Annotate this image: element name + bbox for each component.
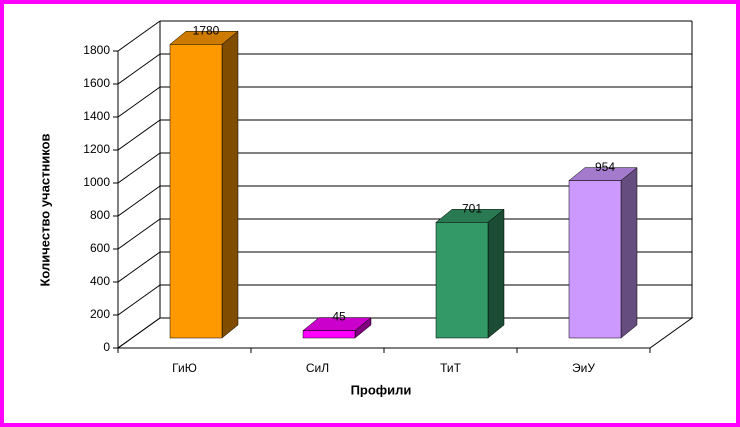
value-label: 45 bbox=[332, 310, 346, 324]
bar-side bbox=[620, 167, 638, 339]
bar bbox=[169, 44, 223, 339]
bar bbox=[302, 330, 356, 339]
y-tick-label: 0 bbox=[103, 340, 110, 354]
x-axis-label: Профили bbox=[351, 382, 412, 397]
grid-line-side bbox=[117, 317, 161, 349]
x-tick-label: СиЛ bbox=[306, 361, 329, 375]
y-tick-label: 1800 bbox=[83, 43, 110, 57]
grid-line-side bbox=[117, 185, 161, 217]
grid-line-side bbox=[117, 86, 161, 118]
grid-line-side bbox=[117, 152, 161, 184]
bar-side bbox=[487, 208, 505, 339]
grid-line-side bbox=[117, 284, 161, 316]
bar bbox=[568, 180, 622, 339]
grid-line-side bbox=[117, 119, 161, 151]
grid-line-side bbox=[117, 218, 161, 250]
bar-side bbox=[221, 30, 239, 339]
x-tick-label: ТиТ bbox=[440, 361, 462, 375]
x-tick-label: ГиЮ bbox=[172, 361, 197, 375]
y-tick-label: 1200 bbox=[83, 142, 110, 156]
y-tick-label: 400 bbox=[90, 274, 110, 288]
y-tick-label: 800 bbox=[90, 208, 110, 222]
value-label: 1780 bbox=[193, 23, 220, 37]
y-tick-label: 600 bbox=[90, 241, 110, 255]
value-label: 701 bbox=[462, 202, 482, 216]
y-axis-label: Количество участников bbox=[37, 133, 52, 286]
grid-line-side bbox=[117, 251, 161, 283]
y-tick-label: 1600 bbox=[83, 76, 110, 90]
bar bbox=[435, 222, 489, 339]
value-label: 954 bbox=[595, 160, 615, 174]
y-tick-label: 1000 bbox=[83, 175, 110, 189]
y-tick-label: 1400 bbox=[83, 109, 110, 123]
x-tick-label: ЭиУ bbox=[572, 361, 595, 375]
y-tick-label: 200 bbox=[90, 307, 110, 321]
grid-line-side bbox=[117, 20, 161, 52]
grid-line-side bbox=[117, 53, 161, 85]
